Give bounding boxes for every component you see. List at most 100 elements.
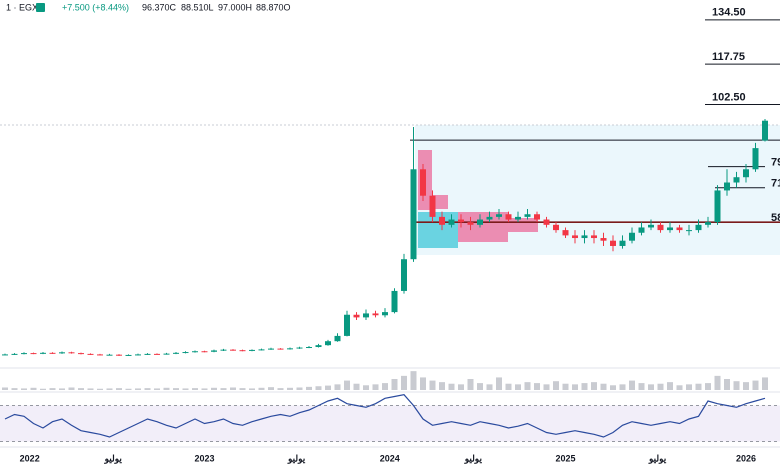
volume-bar <box>68 387 75 390</box>
candle-body <box>714 190 721 223</box>
volume-bar <box>40 388 46 390</box>
level-label: 134.50 <box>712 7 746 19</box>
x-tick-label: 2022 <box>20 453 40 463</box>
x-tick-label: 2025 <box>555 453 575 463</box>
volume-bar <box>410 371 417 390</box>
volume-bar <box>543 384 550 390</box>
candle-body <box>135 354 141 356</box>
volume-bar <box>334 384 341 390</box>
volume-bar <box>610 385 616 390</box>
candle-body <box>762 120 768 141</box>
candle-body <box>458 219 464 223</box>
volume-bar <box>591 382 597 390</box>
candle-body <box>657 224 664 231</box>
volume-bar <box>762 377 768 390</box>
level-label: 117.75 <box>712 51 745 63</box>
candle-body <box>40 352 46 354</box>
candle-body <box>49 352 56 354</box>
volume-bar <box>657 383 664 390</box>
candle-body <box>534 214 540 220</box>
candle-body <box>382 312 388 316</box>
candle-body <box>667 227 673 231</box>
open: 88.870O <box>256 2 291 12</box>
candle-body <box>249 349 255 351</box>
candle-body <box>268 348 274 350</box>
volume-bar <box>135 388 141 390</box>
volume-bar <box>505 383 512 390</box>
volume-bar <box>2 387 8 390</box>
candle-body <box>230 349 236 351</box>
candle-body <box>467 222 474 225</box>
volume-bar <box>638 383 645 390</box>
status-icon <box>36 3 45 12</box>
volume-bar <box>714 375 721 390</box>
x-tick-label: يوليو <box>287 453 306 464</box>
candle-body <box>619 240 626 246</box>
volume-bar <box>372 384 379 390</box>
volume-bar <box>344 380 350 390</box>
volume-bar <box>534 383 540 390</box>
volume-bar <box>486 384 493 390</box>
candle-body <box>192 351 198 353</box>
volume-bar <box>192 388 198 390</box>
x-tick-label: 2026 <box>736 453 756 463</box>
volume-bar <box>315 386 322 390</box>
candle-body <box>524 214 531 217</box>
volume-bar <box>600 383 607 390</box>
candle-body <box>296 347 303 349</box>
volume-bar <box>705 383 711 390</box>
volume-bar <box>11 388 18 390</box>
candle-body <box>59 352 65 354</box>
volume-bar <box>106 388 113 390</box>
candle-body <box>752 148 759 170</box>
volume-bar <box>258 387 265 390</box>
candle-body <box>11 353 18 355</box>
candle-body <box>87 353 94 355</box>
candle-body <box>182 352 189 354</box>
candle-body <box>334 335 341 342</box>
volume-bar <box>448 383 455 390</box>
x-tick-label: يوليو <box>648 453 667 464</box>
candle-body <box>325 341 331 346</box>
level-label: 79 <box>771 157 780 169</box>
candle-body <box>277 348 284 350</box>
candle-body <box>600 238 607 241</box>
volume-bar <box>220 388 227 390</box>
candle-body <box>363 313 369 318</box>
volume-bar <box>30 387 37 390</box>
candle-body <box>515 216 521 220</box>
volume-bar <box>173 388 179 390</box>
volume-bar <box>59 388 65 390</box>
volume-bar <box>125 388 132 390</box>
x-tick-label: 2023 <box>194 453 214 463</box>
volume-bar <box>733 381 740 390</box>
volume-bar <box>420 377 426 390</box>
level-label: 102.50 <box>712 91 746 103</box>
volume-bar <box>325 385 331 390</box>
candle-body <box>106 354 113 356</box>
volume-bar <box>439 382 445 390</box>
candle-body <box>448 219 455 225</box>
high: 97.000H <box>218 2 252 12</box>
candle-body <box>97 354 103 356</box>
candle-body <box>144 353 151 355</box>
candle-body <box>410 169 417 260</box>
candle-body <box>315 345 322 348</box>
volume-bar <box>724 379 730 390</box>
candle-body <box>201 351 208 353</box>
candle-body <box>724 182 730 191</box>
candle-body <box>78 353 84 355</box>
volume-bar <box>667 382 673 390</box>
candle-body <box>306 347 312 349</box>
candle-body <box>420 169 426 196</box>
rsi-line <box>4 394 766 438</box>
candle-body <box>686 230 692 232</box>
candle-body <box>562 230 569 236</box>
volume-bar <box>629 380 635 390</box>
candle-body <box>572 235 578 239</box>
change: +7.500 (+8.44%) <box>62 2 129 12</box>
level-label: 71 <box>771 178 780 190</box>
volume-bar <box>581 383 588 390</box>
volume-bar <box>296 387 303 390</box>
candle-body <box>258 349 265 351</box>
